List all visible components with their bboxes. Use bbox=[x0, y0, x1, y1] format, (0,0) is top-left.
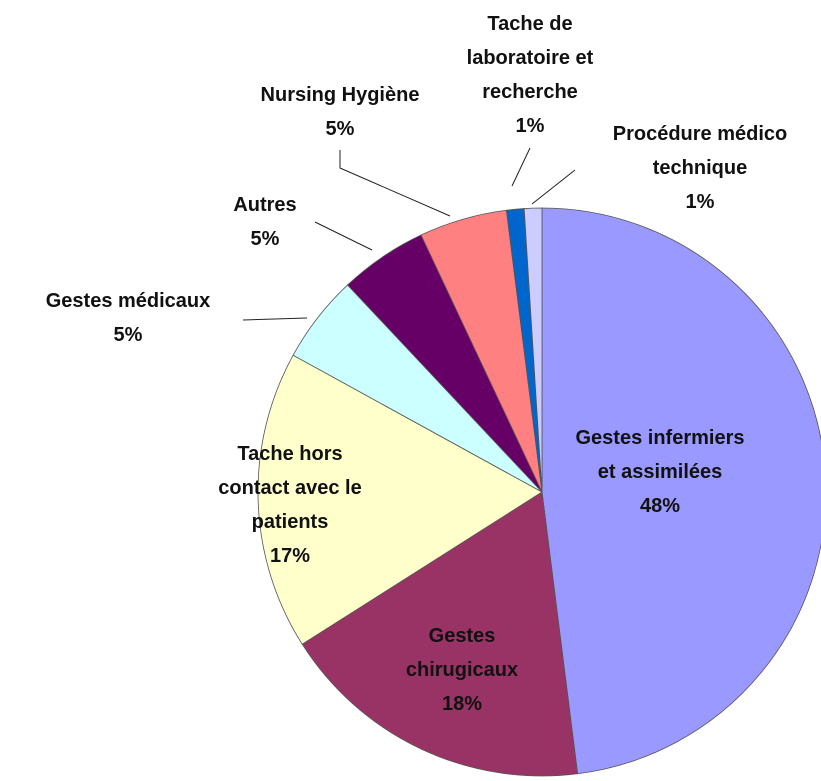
slice-label: Autres 5% bbox=[205, 188, 325, 256]
category-label: Procédure médico technique bbox=[612, 123, 788, 179]
slice-label: Gestes médicaux 5% bbox=[8, 284, 248, 352]
leader-line bbox=[314, 221, 373, 251]
slice-label: Tache hors contact avec le patients 17% bbox=[200, 437, 380, 573]
value-label: 48% bbox=[639, 495, 681, 517]
value-label: 18% bbox=[441, 693, 483, 715]
slice-label: Gestes infermiers et assimilées 48% bbox=[565, 421, 755, 523]
slice-label: Nursing Hygiène 5% bbox=[220, 78, 460, 146]
pie-slice bbox=[523, 207, 543, 493]
category-label: Gestes chirugicaux bbox=[405, 625, 519, 681]
value-label: 5% bbox=[113, 324, 143, 346]
category-label: Tache hors contact avec le patients bbox=[218, 443, 362, 533]
slice-label: Gestes chirugicaux 18% bbox=[382, 619, 542, 721]
pie-slice bbox=[257, 354, 543, 645]
leader-line bbox=[242, 317, 308, 321]
category-label: Gestes infermiers et assimilées bbox=[575, 427, 745, 483]
category-label: Tache de laboratoire et recherche bbox=[466, 13, 594, 103]
leader-line bbox=[511, 147, 531, 187]
value-label: 1% bbox=[685, 191, 715, 213]
pie-slice bbox=[301, 491, 579, 777]
value-label: 5% bbox=[325, 118, 355, 140]
value-label: 17% bbox=[269, 545, 311, 567]
leader-line bbox=[339, 150, 451, 217]
slice-label: Tache de laboratoire et recherche 1% bbox=[450, 7, 610, 143]
category-label: Nursing Hygiène bbox=[260, 84, 420, 106]
leader-line bbox=[531, 169, 576, 205]
slice-label: Procédure médico technique 1% bbox=[585, 117, 815, 219]
value-label: 5% bbox=[250, 228, 280, 250]
category-label: Gestes médicaux bbox=[45, 290, 211, 312]
pie-slice bbox=[541, 207, 821, 775]
category-label: Autres bbox=[233, 194, 297, 216]
value-label: 1% bbox=[515, 115, 545, 137]
